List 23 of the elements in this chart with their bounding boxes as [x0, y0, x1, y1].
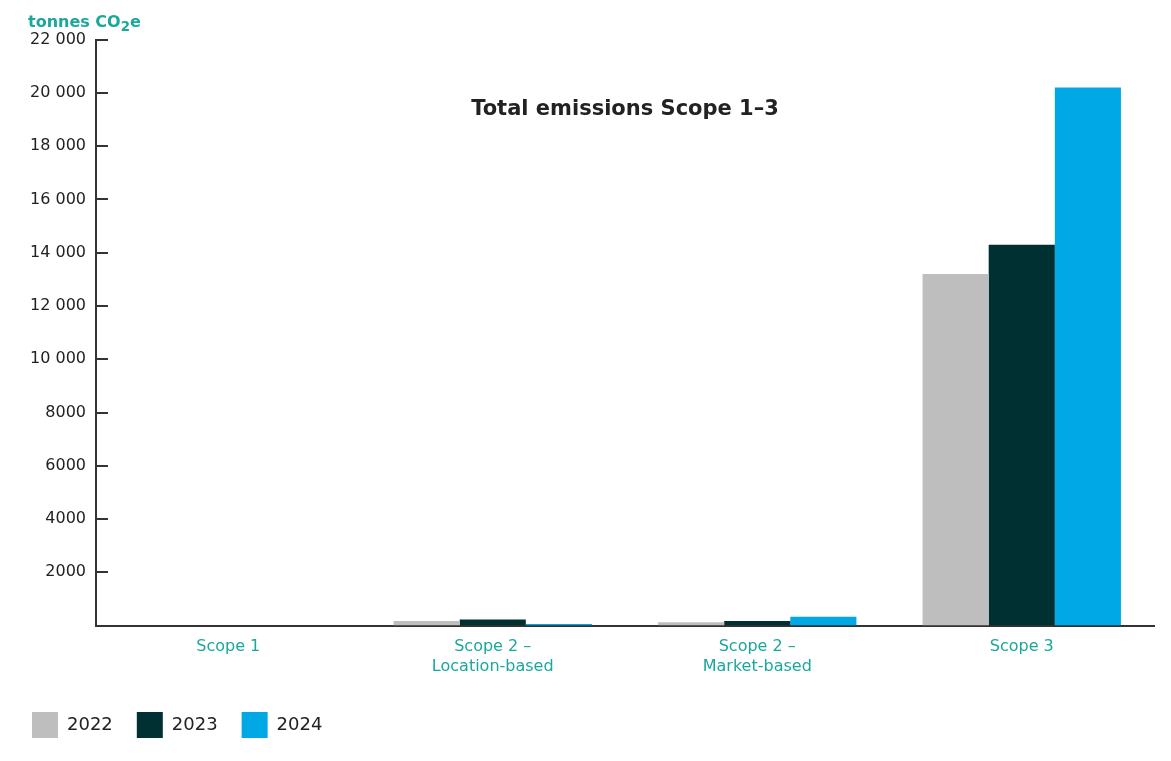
- y-tick-label: 2000: [45, 561, 86, 581]
- y-tick-label: 4000: [45, 508, 86, 528]
- y-tick-label: 10 000: [30, 348, 86, 368]
- y-tick-label: 14 000: [30, 241, 86, 261]
- y-tick-label: 18 000: [30, 135, 86, 155]
- y-tick-label: 20 000: [30, 82, 86, 102]
- x-tick-label: Scope 1: [196, 636, 261, 656]
- text: Total emissions Scope 1–3: [471, 96, 779, 121]
- bar: [922, 274, 989, 626]
- y-tick-label: 12 000: [30, 295, 86, 315]
- legend-label: 2023: [171, 712, 218, 734]
- x-tick-label: Scope 2 – Location-based: [431, 636, 554, 675]
- legend-label: 2024: [276, 712, 323, 734]
- y-tick-label: 16 000: [30, 188, 86, 208]
- x-tick-label: Scope 3: [989, 636, 1054, 656]
- y-tick-label: 6000: [45, 454, 86, 474]
- bar: [988, 244, 1055, 626]
- legend-label: 2022: [67, 712, 113, 734]
- bar: [459, 619, 526, 626]
- y-tick-label: 8000: [45, 401, 86, 421]
- bar: [1054, 87, 1121, 626]
- bar: [790, 616, 857, 626]
- x-tick-label: Scope 2 – Market-based: [702, 636, 812, 675]
